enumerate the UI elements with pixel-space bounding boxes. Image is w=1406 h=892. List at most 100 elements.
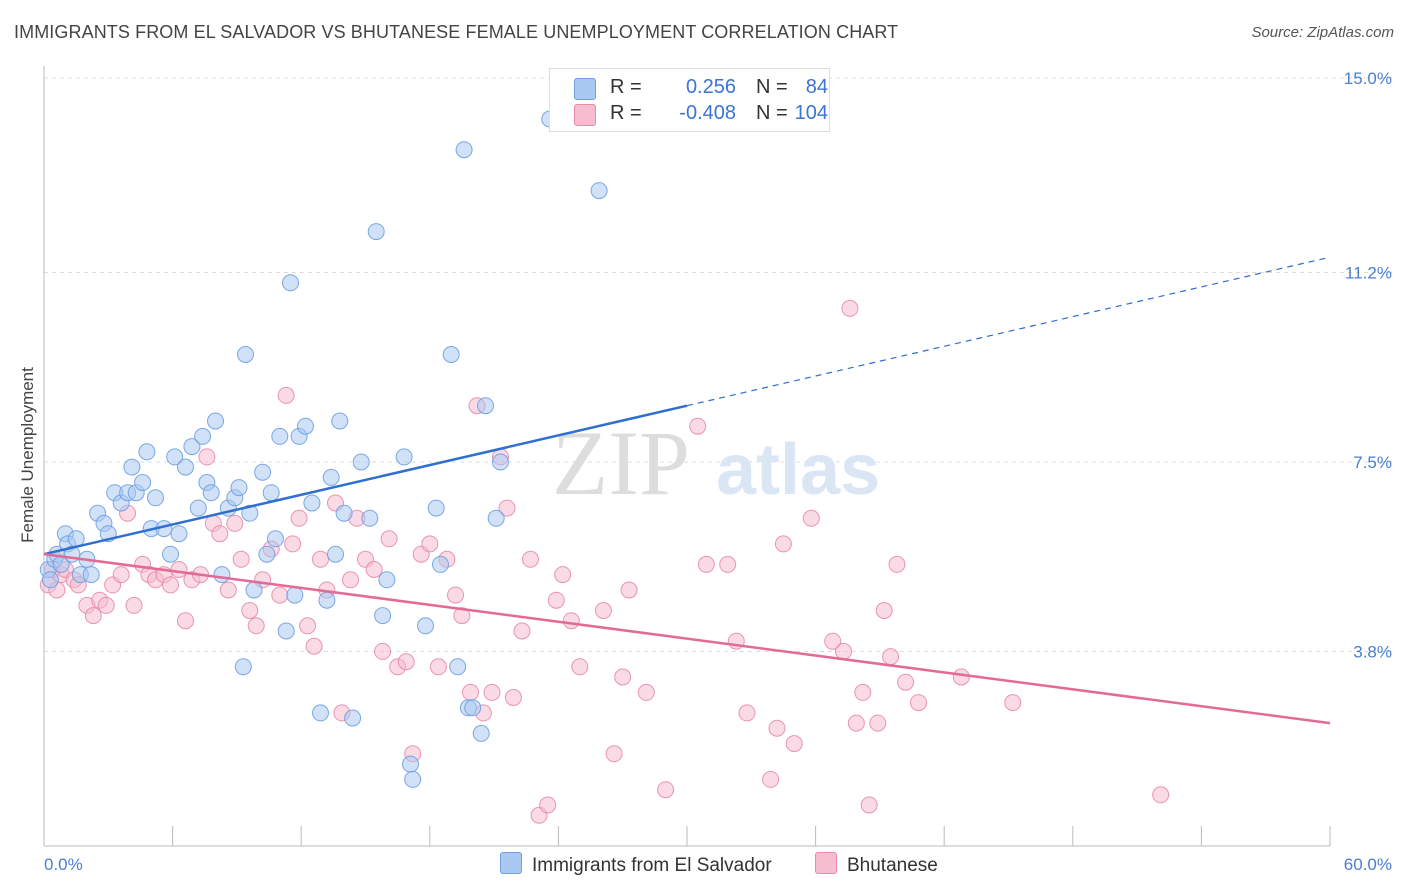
watermark-atlas: atlas xyxy=(716,430,880,510)
data-point xyxy=(605,745,623,763)
data-point xyxy=(738,704,756,722)
data-point xyxy=(562,612,580,630)
chart-source: Source: ZipAtlas.com xyxy=(1251,24,1394,41)
data-point xyxy=(112,566,130,584)
data-point xyxy=(84,607,102,625)
data-point xyxy=(312,704,329,722)
data-point xyxy=(207,412,224,430)
data-point xyxy=(352,453,370,471)
data-point xyxy=(472,724,490,742)
data-point xyxy=(177,612,194,630)
data-point xyxy=(322,468,340,486)
data-point xyxy=(162,576,179,594)
data-point xyxy=(432,555,449,573)
data-point xyxy=(344,709,362,727)
data-point xyxy=(847,714,865,732)
data-point xyxy=(513,622,531,640)
data-point xyxy=(138,443,156,461)
data-point xyxy=(774,535,792,553)
bottom-legend-label: Bhutanese xyxy=(847,855,938,876)
bottom-legend-el-salvador: Immigrants from El Salvador xyxy=(500,852,772,877)
data-point xyxy=(262,484,280,502)
data-point xyxy=(762,770,780,788)
data-point xyxy=(247,617,265,635)
data-point xyxy=(365,561,383,578)
data-point xyxy=(477,397,494,415)
data-point xyxy=(271,586,289,604)
data-point xyxy=(380,530,398,548)
data-point xyxy=(785,735,803,753)
data-point xyxy=(277,622,295,640)
axes xyxy=(43,66,1331,847)
data-point xyxy=(189,499,207,517)
data-point xyxy=(395,448,413,466)
data-point xyxy=(492,453,509,471)
data-point xyxy=(177,458,194,476)
data-point xyxy=(284,535,302,553)
data-point xyxy=(219,581,237,599)
data-point xyxy=(286,586,304,604)
data-point xyxy=(453,607,471,625)
trendline-el-salvador xyxy=(43,404,688,556)
data-point xyxy=(449,658,467,676)
data-point xyxy=(299,617,317,635)
legend-swatch-bhutanese xyxy=(574,104,596,126)
data-point xyxy=(374,607,392,625)
data-point xyxy=(841,299,859,317)
stats-legend: R = 0.256 N = 84 R = -0.408 N = 104 xyxy=(549,68,830,132)
trend-layer xyxy=(43,256,1331,725)
data-point xyxy=(590,182,608,200)
data-point xyxy=(254,463,272,481)
legend-r-value: 0.256 xyxy=(685,76,736,98)
data-point xyxy=(198,448,216,466)
data-point xyxy=(910,694,927,712)
data-point xyxy=(327,545,344,563)
legend-r-label: R = xyxy=(610,76,642,98)
data-point xyxy=(888,555,906,573)
legend-n-label: N = xyxy=(756,76,788,98)
data-point xyxy=(230,479,248,497)
data-point xyxy=(547,591,565,609)
x-tick-label: 0.0% xyxy=(44,855,83,874)
data-point xyxy=(226,514,244,532)
data-point xyxy=(194,427,212,445)
data-point xyxy=(447,586,464,604)
series-layer xyxy=(39,90,1170,824)
data-point xyxy=(464,699,482,717)
data-point xyxy=(697,555,715,573)
data-point xyxy=(170,525,188,543)
data-point xyxy=(455,141,473,159)
data-point xyxy=(689,417,707,435)
data-point xyxy=(483,683,501,701)
data-point xyxy=(170,561,188,578)
data-point xyxy=(361,509,379,527)
data-point xyxy=(277,386,295,404)
data-point xyxy=(211,525,229,543)
data-point xyxy=(522,550,539,568)
legend-n-label: N = xyxy=(756,102,788,124)
data-point xyxy=(213,566,231,584)
data-point xyxy=(123,458,141,476)
data-point xyxy=(421,535,439,553)
trendline-bhutanese xyxy=(43,552,1331,725)
data-point xyxy=(237,346,254,363)
data-point xyxy=(318,591,336,609)
data-point xyxy=(271,427,289,445)
data-point xyxy=(342,571,359,589)
data-point xyxy=(335,504,353,522)
y-tick-label: 11.2% xyxy=(1345,264,1392,283)
data-point xyxy=(234,658,252,676)
data-point xyxy=(869,714,887,732)
y-tick-label: 3.8% xyxy=(1353,642,1392,661)
data-point xyxy=(166,448,184,466)
data-point xyxy=(162,545,179,563)
data-point xyxy=(374,642,392,660)
data-point xyxy=(41,571,59,589)
data-point xyxy=(202,484,220,502)
data-point xyxy=(267,530,284,548)
legend-r-label: R = xyxy=(610,102,642,124)
data-point xyxy=(305,637,323,655)
data-point xyxy=(860,796,878,814)
data-point xyxy=(554,566,572,584)
data-point xyxy=(952,668,970,686)
